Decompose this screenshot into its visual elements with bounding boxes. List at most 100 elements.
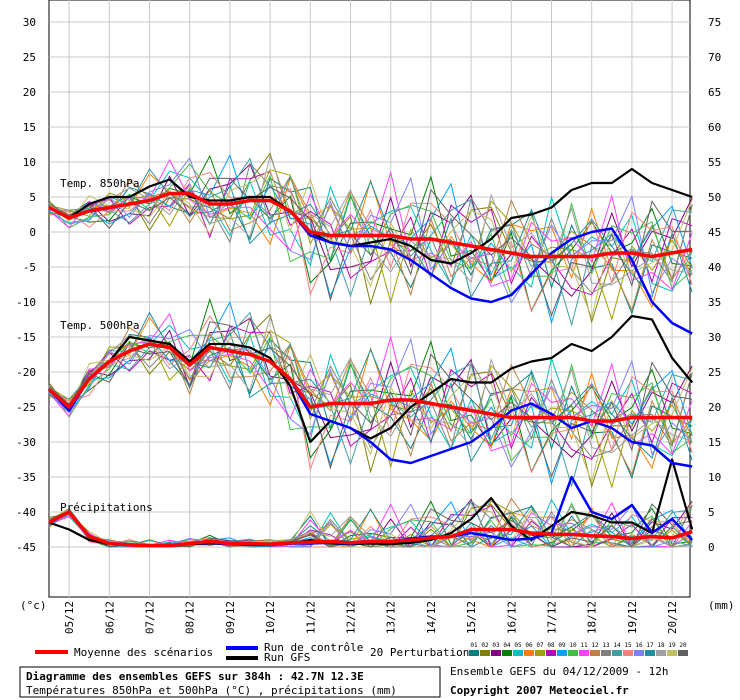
series-line-t850 bbox=[48, 191, 693, 259]
y-tick-right: 75 bbox=[708, 16, 721, 29]
main-series-lines bbox=[47, 167, 694, 548]
y-tick-right: 35 bbox=[708, 296, 721, 309]
y-tick-right: 20 bbox=[708, 401, 721, 414]
perturbation-line bbox=[48, 315, 693, 474]
y-tick-left: 30 bbox=[23, 16, 36, 29]
series-line-t500 bbox=[47, 342, 693, 423]
x-tick-label: 05/12 bbox=[63, 601, 76, 634]
series-line-t850 bbox=[48, 167, 693, 265]
section-label-t850: Temp. 850hPa bbox=[60, 177, 139, 190]
perturbation-swatch bbox=[535, 650, 545, 656]
y-tick-right: 60 bbox=[708, 121, 721, 134]
y-tick-right: 30 bbox=[708, 331, 721, 344]
perturbation-line bbox=[48, 170, 693, 292]
legend: Moyenne des scénarios Run de contrôle Ru… bbox=[35, 641, 688, 664]
y-axis-label-right: (mm) bbox=[708, 599, 735, 612]
y-tick-right: 5 bbox=[708, 506, 715, 519]
perturbation-line bbox=[48, 325, 693, 460]
perturbation-line bbox=[48, 170, 693, 296]
x-tick-label: 18/12 bbox=[586, 601, 599, 634]
x-tick-label: 07/12 bbox=[144, 601, 157, 634]
x-tick-label: 08/12 bbox=[184, 601, 197, 634]
perturbation-id: 13 bbox=[602, 642, 610, 649]
perturbation-swatch bbox=[601, 650, 611, 656]
y-tick-left: 20 bbox=[23, 86, 36, 99]
y-tick-right: 55 bbox=[708, 156, 721, 169]
y-tick-right: 45 bbox=[708, 226, 721, 239]
perturbation-swatch bbox=[678, 650, 688, 656]
chart-grid bbox=[48, 0, 691, 598]
legend-gfs-label: Run GFS bbox=[264, 651, 310, 664]
perturbation-line bbox=[48, 328, 693, 469]
perturbation-swatch bbox=[513, 650, 523, 656]
axis-ticks: 302520151050-5-10-15-20-25-30-35-40-4575… bbox=[16, 16, 721, 634]
y-tick-right: 0 bbox=[708, 541, 715, 554]
x-tick-label: 06/12 bbox=[103, 601, 116, 634]
perturbation-swatch bbox=[667, 650, 677, 656]
perturbation-line bbox=[48, 311, 693, 463]
y-tick-left: -5 bbox=[23, 261, 36, 274]
y-tick-right: 65 bbox=[708, 86, 721, 99]
y-tick-left: -15 bbox=[16, 331, 36, 344]
series-line-t500 bbox=[48, 314, 694, 444]
y-tick-right: 70 bbox=[708, 51, 721, 64]
perturbation-line bbox=[48, 162, 693, 294]
perturbation-swatch bbox=[469, 650, 479, 656]
y-tick-right: 50 bbox=[708, 191, 721, 204]
perturbation-id: 16 bbox=[635, 642, 643, 649]
perturbation-line bbox=[48, 334, 693, 462]
x-tick-label: 09/12 bbox=[224, 601, 237, 634]
perturbation-swatch bbox=[491, 650, 501, 656]
perturbation-line bbox=[48, 330, 693, 484]
perturbation-id: 03 bbox=[492, 642, 500, 649]
x-tick-label: 20/12 bbox=[666, 601, 679, 634]
perturbation-id: 09 bbox=[558, 642, 566, 649]
perturbation-line bbox=[48, 177, 693, 318]
x-tick-label: 16/12 bbox=[505, 601, 518, 634]
perturbation-line bbox=[48, 504, 693, 548]
copyright: Copyright 2007 Meteociel.fr bbox=[450, 684, 629, 697]
y-tick-left: 10 bbox=[23, 156, 36, 169]
perturbation-swatch bbox=[524, 650, 534, 656]
perturbation-id: 20 bbox=[679, 642, 687, 649]
y-tick-left: -40 bbox=[16, 506, 36, 519]
legend-control-label: Run de contrôle bbox=[264, 641, 363, 654]
perturbation-swatch bbox=[557, 650, 567, 656]
perturbation-id: 14 bbox=[613, 642, 621, 649]
section-label-t500: Temp. 500hPa bbox=[60, 319, 139, 332]
perturbation-line bbox=[48, 313, 693, 489]
legend-mean-label: Moyenne des scénarios bbox=[74, 646, 213, 659]
series-line-precip bbox=[48, 510, 693, 548]
perturbation-line bbox=[48, 168, 693, 299]
perturbation-id: 10 bbox=[569, 642, 577, 649]
perturbation-line bbox=[48, 312, 693, 456]
perturbation-swatch bbox=[656, 650, 666, 656]
y-tick-right: 10 bbox=[708, 471, 721, 484]
x-tick-label: 13/12 bbox=[385, 601, 398, 634]
perturbation-id: 18 bbox=[657, 642, 665, 649]
perturbation-id: 19 bbox=[668, 642, 676, 649]
perturbation-id: 15 bbox=[624, 642, 632, 649]
perturbation-swatch bbox=[623, 650, 633, 656]
section-label-precip: Précipitations bbox=[60, 501, 153, 514]
perturbation-line bbox=[48, 163, 693, 298]
y-tick-left: 0 bbox=[29, 226, 36, 239]
y-tick-left: -45 bbox=[16, 541, 36, 554]
legend-perturbations-label: 20 Perturbations bbox=[370, 646, 476, 659]
chart-subtitle: Températures 850hPa et 500hPa (°C) , pré… bbox=[26, 684, 397, 697]
y-tick-left: 5 bbox=[29, 191, 36, 204]
x-tick-label: 12/12 bbox=[345, 601, 358, 634]
perturbation-swatch bbox=[480, 650, 490, 656]
perturbation-id: 17 bbox=[646, 642, 654, 649]
perturbation-line bbox=[48, 158, 693, 291]
y-tick-left: 15 bbox=[23, 121, 36, 134]
perturbation-line bbox=[48, 324, 693, 457]
perturbation-id: 11 bbox=[580, 642, 588, 649]
perturbation-swatch bbox=[502, 650, 512, 656]
perturbation-swatch bbox=[645, 650, 655, 656]
perturbation-id: 01 bbox=[470, 642, 478, 649]
x-tick-label: 19/12 bbox=[626, 601, 639, 634]
perturbation-line bbox=[48, 175, 693, 312]
x-tick-label: 10/12 bbox=[264, 601, 277, 634]
perturbation-id: 02 bbox=[481, 642, 489, 649]
